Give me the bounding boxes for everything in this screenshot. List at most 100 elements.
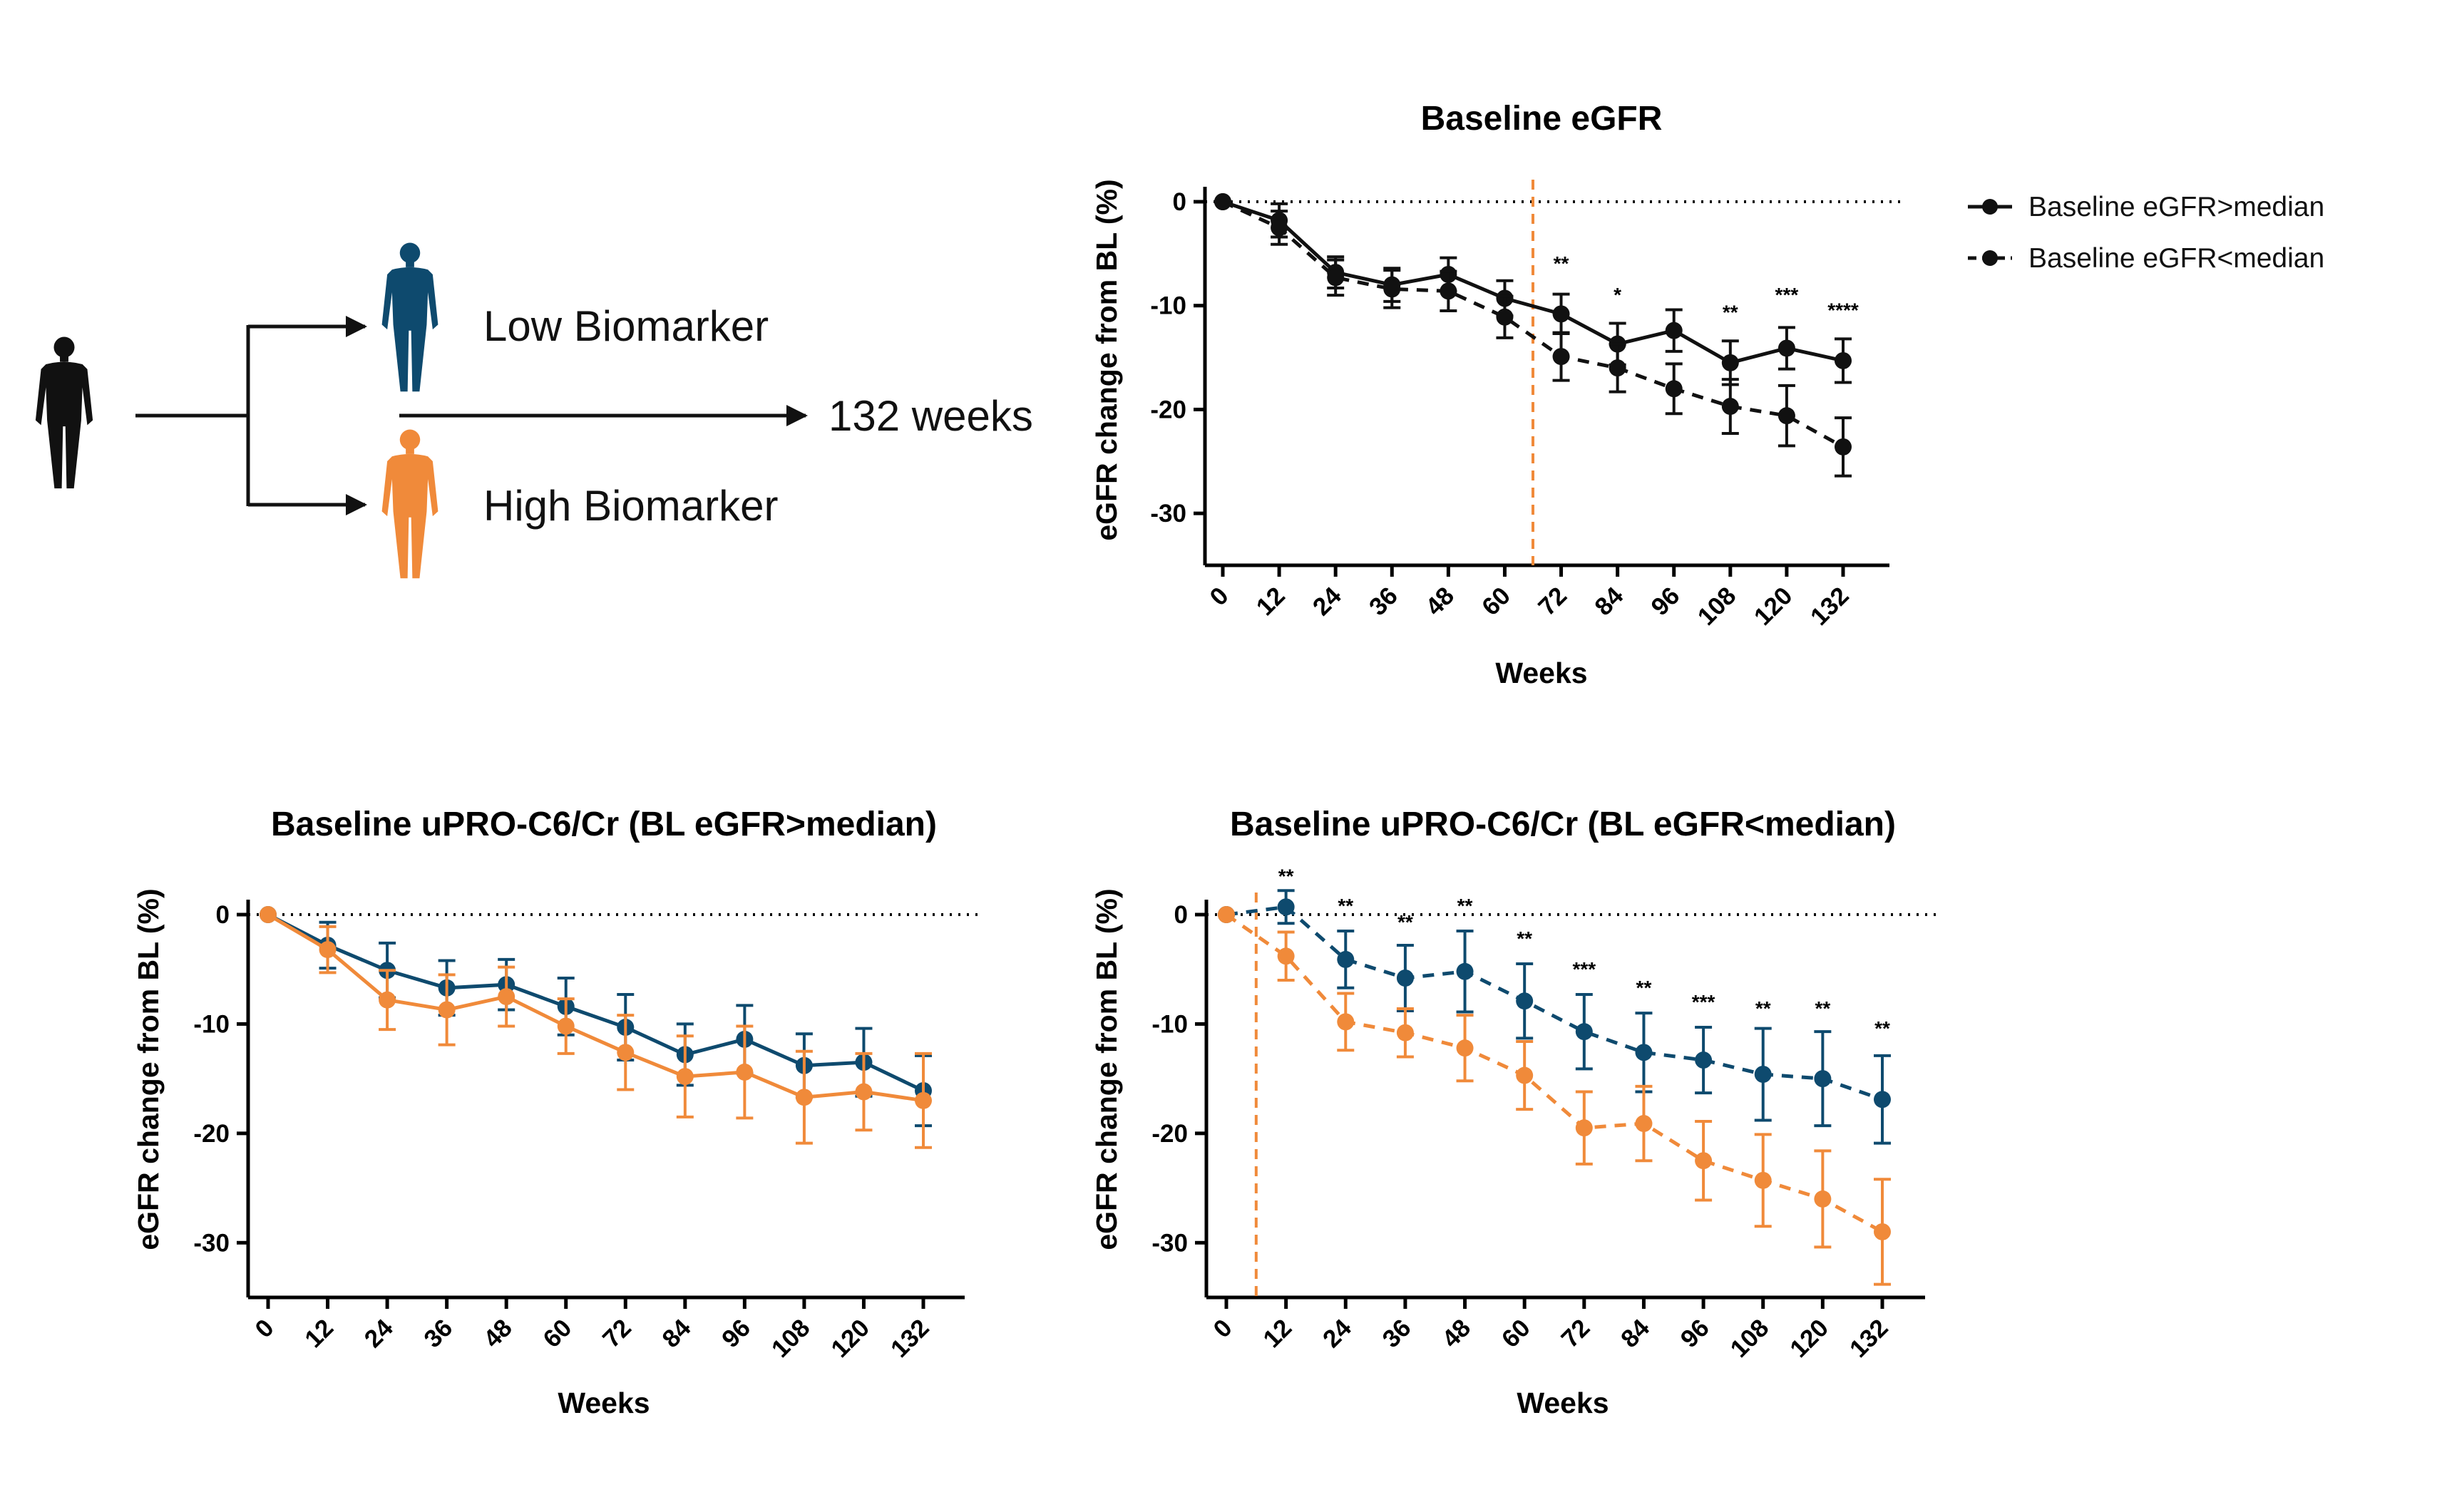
significance-label: **: [1815, 997, 1830, 1019]
y-tick-label: -10: [1151, 1010, 1188, 1038]
data-point: [1754, 1171, 1772, 1189]
high-biomarker-label: High Biomarker: [483, 482, 778, 530]
data-point: [1516, 1066, 1534, 1084]
data-point: [1516, 992, 1534, 1010]
data-point: [1496, 308, 1514, 326]
y-tick-label: -30: [193, 1229, 230, 1257]
data-point: [1665, 380, 1683, 398]
data-point: [260, 906, 277, 923]
x-tick-label: 132: [1805, 582, 1855, 631]
x-tick-label: 36: [419, 1314, 458, 1353]
x-tick-label: 12: [299, 1314, 339, 1353]
data-point: [1777, 407, 1795, 425]
data-point: [795, 1089, 813, 1106]
data-point: [1665, 322, 1683, 339]
x-tick-label: 84: [657, 1314, 696, 1353]
data-point: [1552, 305, 1570, 323]
significance-label: **: [1338, 895, 1353, 917]
data-point: [1327, 269, 1345, 287]
y-tick-label: -20: [1150, 396, 1186, 423]
data-point: [1456, 962, 1474, 980]
x-tick-label: 132: [1845, 1314, 1894, 1363]
data-point: [1721, 354, 1739, 371]
x-tick-label: 12: [1251, 582, 1291, 621]
x-tick-label: 0: [1204, 582, 1233, 611]
x-tick-label: 120: [1785, 1314, 1834, 1363]
data-point: [1835, 351, 1852, 369]
data-point: [1874, 1091, 1891, 1109]
significance-label: ****: [1827, 299, 1859, 322]
data-point: [498, 988, 515, 1006]
x-tick-label: 72: [1556, 1314, 1595, 1353]
x-tick-label: 12: [1258, 1314, 1297, 1353]
x-tick-label: 108: [1693, 582, 1742, 631]
y-tick-label: -10: [193, 1010, 230, 1038]
low-biomarker-label: Low Biomarker: [483, 302, 769, 350]
y-tick-label: 0: [1173, 188, 1186, 216]
legend-entry-label: Baseline eGFR<median: [2028, 243, 2324, 274]
data-point: [1440, 282, 1457, 300]
chart-uproc6-high-egfr: Baseline uPRO-C6/Cr (BL eGFR>median) eGF…: [132, 806, 979, 1419]
x-tick-label: 84: [1589, 582, 1628, 621]
significance-label: **: [1397, 911, 1413, 933]
chart-title: Baseline eGFR: [1421, 100, 1663, 138]
y-tick-label: -30: [1151, 1229, 1188, 1257]
data-point: [1814, 1190, 1832, 1208]
x-axis-label: Weeks: [1495, 657, 1587, 689]
legend-swatch-marker-dashed: [1982, 250, 1998, 266]
data-point: [855, 1083, 873, 1101]
x-tick-label: 96: [1646, 582, 1685, 621]
significance-label: ***: [1775, 284, 1799, 306]
data-point: [1396, 1024, 1414, 1042]
significance-label: **: [1517, 927, 1532, 950]
data-point: [1337, 1013, 1355, 1031]
x-tick-label: 108: [1725, 1314, 1775, 1363]
significance-label: **: [1723, 302, 1738, 324]
data-point: [438, 1001, 456, 1019]
data-point: [1277, 947, 1295, 965]
plot-area: 0-10-20-300 12 24 36 48 60 72 84 96 108 120 132****…: [1151, 865, 1939, 1363]
x-tick-label: 60: [1477, 582, 1516, 621]
x-tick-label: 120: [826, 1314, 875, 1363]
data-point: [1609, 359, 1626, 377]
data-point: [1835, 438, 1852, 456]
legend-entry-label: Baseline eGFR>median: [2028, 192, 2324, 222]
significance-label: *: [1614, 284, 1621, 306]
data-point: [1271, 219, 1288, 237]
data-point: [1695, 1051, 1713, 1069]
high-biomarker-person-icon: [381, 429, 438, 579]
data-point: [1456, 1039, 1474, 1057]
person-icon: [35, 336, 93, 489]
x-tick-label: 36: [1377, 1314, 1416, 1353]
y-tick-label: 0: [216, 901, 230, 929]
x-tick-label: 84: [1616, 1314, 1655, 1353]
legend: Baseline eGFR>median Baseline eGFR<media…: [1968, 192, 2324, 274]
significance-label: ***: [1572, 958, 1596, 980]
x-tick-label: 60: [538, 1314, 577, 1353]
x-tick-label: 48: [478, 1314, 518, 1353]
x-tick-label: 48: [1420, 582, 1460, 621]
plot-area: 0-10-20-300 12 24 36 48 60 72 84 96 108 120 132****…: [1150, 180, 1904, 631]
data-point: [1214, 193, 1231, 210]
series-line: [1225, 912, 1884, 1234]
data-point: [1552, 348, 1570, 366]
series-line: [1222, 200, 1844, 365]
data-point: [1396, 969, 1414, 987]
significance-label: ***: [1692, 991, 1715, 1013]
data-point: [557, 1017, 575, 1035]
y-axis-label-text: eGFR change from BL (%): [1090, 888, 1123, 1250]
data-point: [1777, 339, 1795, 357]
x-tick-label: 108: [766, 1314, 816, 1363]
x-tick-label: 96: [717, 1314, 756, 1353]
data-point: [1575, 1023, 1593, 1041]
significance-label: **: [1874, 1017, 1890, 1039]
chart-title: Baseline uPRO-C6/Cr (BL eGFR<median): [1230, 806, 1896, 843]
series-line: [1221, 200, 1845, 449]
data-point: [379, 991, 396, 1009]
y-axis-label: eGFR change from BL (%): [1090, 888, 1123, 1250]
x-tick-label: 36: [1364, 582, 1403, 621]
legend-swatch-marker-solid: [1982, 199, 1998, 215]
x-axis-label: Weeks: [558, 1387, 650, 1419]
duration-label: 132 weeks: [829, 392, 1033, 440]
significance-label: **: [1755, 997, 1771, 1019]
